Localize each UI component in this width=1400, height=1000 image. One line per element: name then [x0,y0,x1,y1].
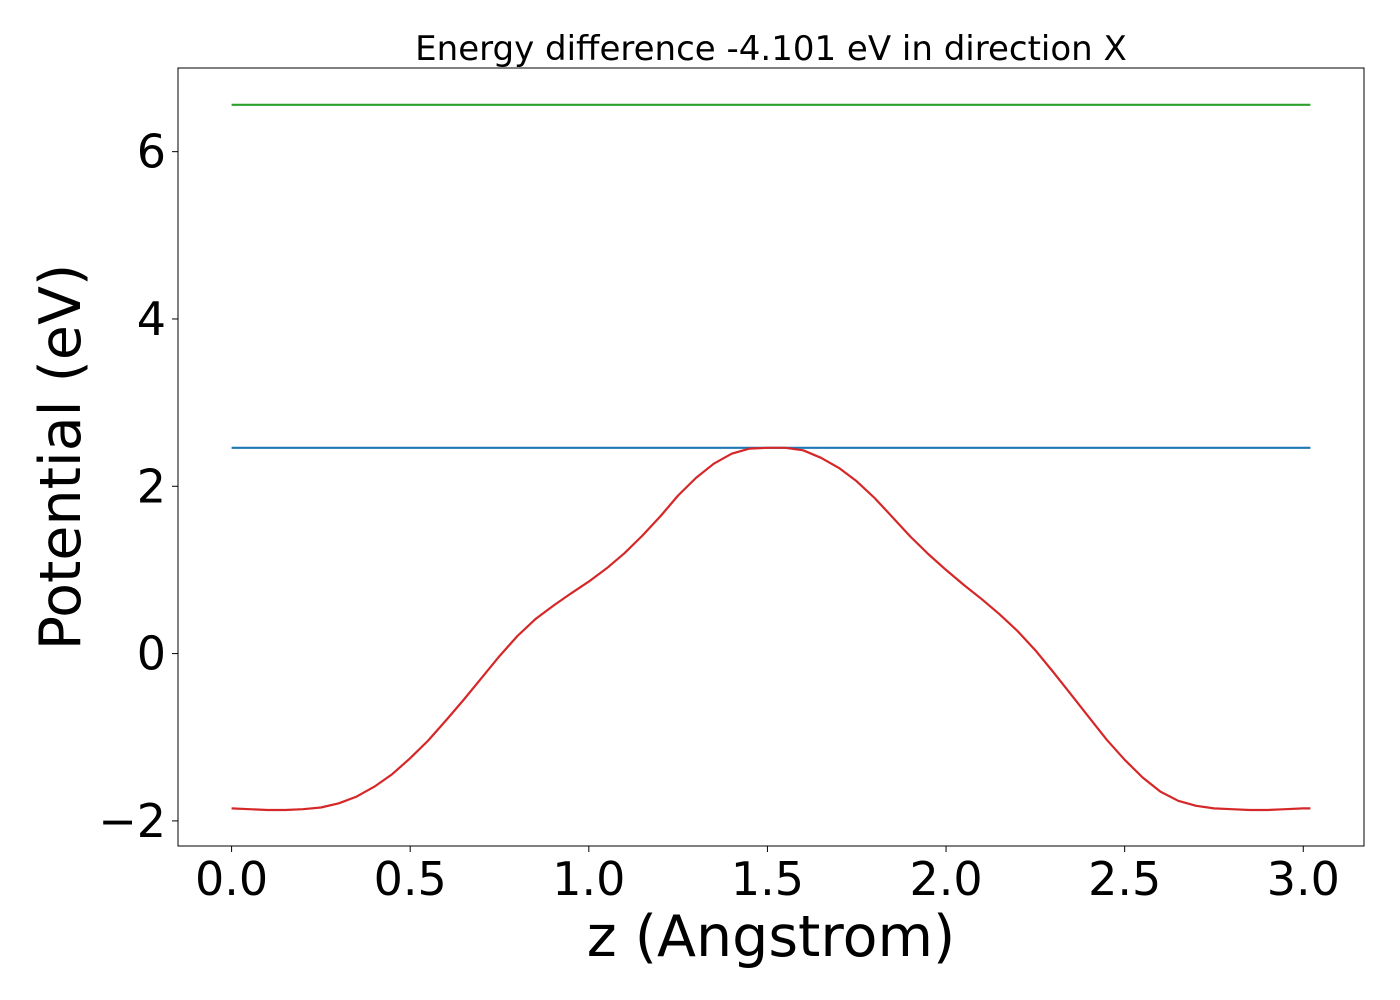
x-axis-ticks: 0.0 0.5 1.0 1.5 2.0 2.5 3.0 [195,846,1340,906]
y-tick-label: 4 [137,292,166,346]
x-tick-label: 2.0 [909,852,982,906]
y-axis-ticks: −2 0 2 4 6 [98,125,178,848]
x-tick-label: 0.0 [195,852,268,906]
y-tick-label: −2 [98,794,166,848]
x-tick-label: 2.5 [1088,852,1161,906]
series-line-3 [231,446,1311,812]
x-axis-label: z (Angstrom) [587,904,955,970]
y-axis-label: Potential (eV) [28,264,94,650]
x-tick-label: 1.5 [731,852,804,906]
plot-frame [177,67,1365,847]
chart-title: Energy difference -4.101 eV in direction… [415,29,1127,69]
y-tick-label: 6 [137,125,166,179]
x-tick-label: 1.0 [552,852,625,906]
y-tick-label: 0 [137,627,166,681]
y-tick-label: 2 [137,459,166,513]
x-tick-label: 3.0 [1267,852,1340,906]
x-tick-label: 0.5 [374,852,447,906]
plot-data-area [231,103,1311,812]
